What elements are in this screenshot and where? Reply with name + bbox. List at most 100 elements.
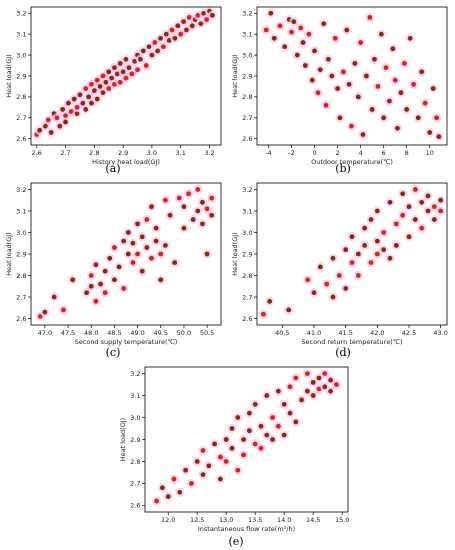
y-tick-label: 2.6 — [130, 502, 140, 510]
data-point — [94, 96, 100, 102]
data-point — [343, 286, 349, 291]
data-point — [201, 10, 207, 16]
y-tick-label: 3.1 — [242, 30, 252, 38]
data-point — [323, 102, 329, 108]
data-point — [362, 225, 368, 231]
data-point — [61, 307, 66, 313]
data-point — [178, 31, 184, 37]
data-point — [158, 35, 163, 41]
x-tick-label: 2.9 — [118, 149, 128, 157]
data-point — [235, 415, 241, 420]
data-point — [186, 15, 192, 20]
x-tick-label: 41.5 — [338, 329, 352, 337]
y-tick-label: 3.1 — [130, 392, 140, 400]
data-point — [311, 290, 317, 296]
x-axis-label: History heat load(GJ) — [92, 158, 160, 166]
x-tick-label: 10 — [426, 149, 434, 157]
data-point — [83, 86, 89, 91]
y-axis-label: Heat load(GJ) — [5, 54, 13, 97]
data-point — [80, 100, 86, 106]
data-point — [112, 245, 117, 250]
x-tick-label: 40.5 — [275, 329, 289, 337]
data-point — [401, 61, 407, 66]
y-tick-label: 2.6 — [16, 315, 26, 323]
data-point — [381, 230, 387, 235]
data-point — [165, 494, 171, 500]
data-point — [337, 115, 343, 121]
data-point — [264, 393, 270, 398]
data-point — [181, 204, 187, 210]
data-point — [387, 98, 392, 104]
data-point — [93, 298, 99, 304]
data-point — [235, 467, 241, 473]
data-point — [45, 117, 51, 123]
data-point — [241, 437, 247, 442]
data-point — [100, 73, 106, 79]
data-point — [349, 234, 355, 240]
data-point — [434, 115, 440, 121]
data-point — [175, 23, 181, 29]
data-point — [363, 73, 369, 79]
y-axis-label: Heat load(GJ) — [231, 232, 239, 275]
data-point — [309, 77, 315, 83]
data-point — [381, 247, 387, 253]
data-point — [218, 454, 223, 460]
data-point — [98, 281, 103, 287]
y-tick-label: 2.9 — [16, 250, 26, 258]
data-point — [260, 311, 266, 317]
data-point — [93, 262, 99, 268]
data-point — [300, 40, 306, 45]
chart-panel: 47.0 47.5 48.0 48.5 49.0 49.5 50.0 50.5 2.6 2.7 2.… — [5, 182, 222, 359]
data-point — [419, 199, 425, 205]
data-point — [200, 199, 205, 205]
data-point — [189, 481, 194, 486]
data-point — [88, 273, 94, 278]
data-point — [374, 251, 380, 257]
data-point — [100, 90, 106, 96]
data-point — [411, 81, 417, 87]
data-point — [305, 371, 310, 376]
x-tick-label: 43.0 — [433, 329, 447, 337]
x-tick-label: 50.0 — [177, 329, 191, 337]
data-point — [181, 19, 186, 25]
data-point — [328, 388, 333, 394]
x-tick-label: 12.5 — [190, 516, 204, 524]
data-point — [330, 255, 336, 261]
data-point — [209, 12, 215, 18]
data-point — [68, 109, 74, 114]
data-point — [298, 25, 304, 31]
data-point — [258, 423, 264, 429]
data-point — [102, 290, 108, 296]
data-point — [37, 313, 43, 319]
data-point — [264, 432, 270, 438]
data-point — [412, 217, 418, 222]
y-tick-label: 2.6 — [242, 135, 252, 143]
x-tick-label: 4 — [359, 149, 363, 157]
x-axis-label: Second supply temperature(℃) — [75, 338, 178, 346]
data-point — [88, 283, 94, 289]
data-point — [169, 27, 175, 33]
data-point — [407, 35, 413, 41]
data-point — [190, 217, 196, 222]
data-point — [112, 277, 117, 283]
data-point — [334, 382, 339, 387]
data-point — [270, 437, 275, 442]
y-tick-label: 2.9 — [16, 72, 26, 80]
data-point — [270, 415, 275, 420]
x-tick-label: 50.5 — [200, 329, 214, 337]
data-point — [293, 375, 299, 381]
data-point — [368, 260, 374, 266]
x-tick-label: 2 — [336, 149, 340, 157]
data-point — [97, 84, 103, 89]
data-point — [125, 251, 131, 257]
data-point — [158, 251, 164, 257]
data-point — [383, 65, 389, 71]
data-point — [200, 472, 206, 478]
data-point — [322, 384, 328, 390]
data-point — [400, 212, 406, 218]
data-point — [143, 63, 149, 68]
data-point — [132, 58, 138, 64]
data-point — [305, 277, 311, 283]
data-point — [125, 230, 131, 235]
data-point — [106, 69, 112, 75]
